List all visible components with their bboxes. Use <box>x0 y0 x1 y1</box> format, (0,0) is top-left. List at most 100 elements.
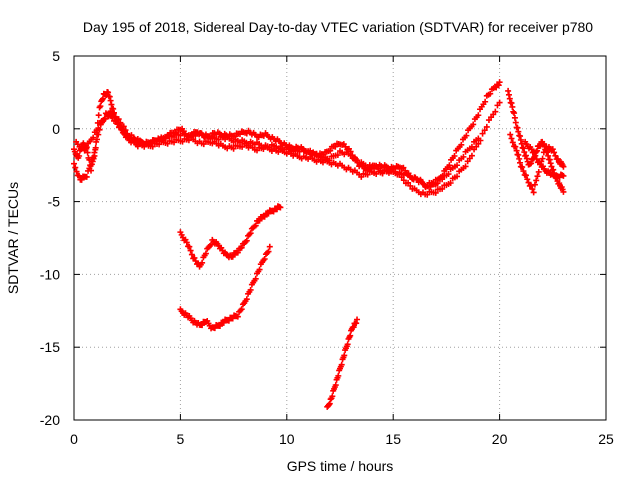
y-tick-label: 0 <box>52 121 60 137</box>
data-point <box>546 156 553 163</box>
data-point <box>261 256 268 263</box>
data-point <box>511 114 518 121</box>
y-tick-label: 5 <box>52 48 60 64</box>
data-point <box>405 179 412 186</box>
y-tick-label: -10 <box>40 266 60 282</box>
data-point <box>358 173 365 180</box>
y-tick-label: -5 <box>48 194 61 210</box>
data-point <box>528 160 535 167</box>
data-point <box>468 152 475 159</box>
plot-frame <box>73 55 607 421</box>
data-point <box>364 171 371 178</box>
data-point <box>325 401 332 408</box>
data-point <box>534 173 541 180</box>
data-point <box>470 121 477 128</box>
data-point <box>256 266 263 273</box>
data-point <box>83 173 90 180</box>
data-point <box>487 90 494 97</box>
data-point <box>508 135 515 142</box>
y-axis-label: SDTVAR / TECUs <box>5 182 21 294</box>
data-point <box>243 237 250 244</box>
data-point <box>451 153 458 160</box>
data-point <box>520 168 527 175</box>
data-point <box>548 163 555 170</box>
data-point <box>407 182 414 189</box>
data-point <box>230 145 237 152</box>
data-point <box>530 189 537 196</box>
data-point <box>445 171 452 178</box>
data-point <box>191 254 198 261</box>
data-point <box>238 244 245 251</box>
data-point <box>483 123 490 130</box>
data-point <box>234 313 241 320</box>
chart-title: Day 195 of 2018, Sidereal Day-to-day VTE… <box>83 19 593 35</box>
data-point <box>515 151 522 158</box>
data-point <box>105 89 112 96</box>
data-point <box>277 204 284 211</box>
data-markers <box>71 79 567 410</box>
data-point <box>95 112 102 119</box>
series-track-low-c <box>324 316 361 410</box>
x-axis-label: GPS time / hours <box>287 458 394 474</box>
data-point <box>252 275 259 282</box>
data-point <box>266 243 273 250</box>
data-point <box>552 152 559 159</box>
data-point <box>183 239 190 246</box>
data-point <box>514 124 521 131</box>
data-point <box>247 230 254 237</box>
data-point <box>516 155 523 162</box>
data-point <box>87 162 94 169</box>
series-track-main-a <box>71 79 503 191</box>
data-point <box>454 162 461 169</box>
data-point <box>535 168 542 175</box>
data-point <box>517 133 524 140</box>
data-point <box>90 134 97 141</box>
data-point <box>495 82 502 89</box>
data-point <box>463 132 470 139</box>
data-point <box>149 143 156 150</box>
data-point <box>188 251 195 258</box>
data-point <box>76 153 83 160</box>
data-point <box>519 164 526 171</box>
tick-marks <box>73 55 607 421</box>
data-point <box>350 324 357 331</box>
data-point <box>554 155 561 162</box>
data-point <box>344 341 351 348</box>
data-point <box>525 179 532 186</box>
data-point <box>147 140 154 147</box>
data-point <box>115 116 122 123</box>
data-point <box>462 163 469 170</box>
data-point <box>523 155 530 162</box>
data-point <box>517 136 524 143</box>
data-point <box>186 243 193 250</box>
data-point <box>532 152 539 159</box>
data-point <box>505 91 512 98</box>
data-point <box>93 136 100 143</box>
y-tick-label: -20 <box>40 412 60 428</box>
data-point <box>446 162 453 169</box>
data-point <box>545 152 552 159</box>
data-point <box>515 128 522 135</box>
data-point <box>332 382 339 389</box>
data-point <box>454 173 461 180</box>
data-point <box>335 372 342 379</box>
data-point <box>560 188 567 195</box>
series-track-late-a <box>505 87 567 195</box>
data-point <box>533 177 540 184</box>
data-point <box>353 320 360 327</box>
data-point <box>560 172 567 179</box>
data-point <box>531 149 538 156</box>
data-point <box>512 143 519 150</box>
data-point <box>439 185 446 192</box>
data-point <box>192 132 199 139</box>
series-track-late-c <box>522 138 567 181</box>
tick-labels: 0 5 10 15 20 25 -20 -15 -10 -5 0 5 <box>40 48 614 447</box>
data-point <box>424 183 431 190</box>
data-point <box>509 103 516 110</box>
data-point <box>326 400 333 407</box>
data-point <box>71 160 77 167</box>
x-tick-label: 5 <box>177 431 185 447</box>
data-point <box>199 259 206 266</box>
data-point <box>520 145 527 152</box>
